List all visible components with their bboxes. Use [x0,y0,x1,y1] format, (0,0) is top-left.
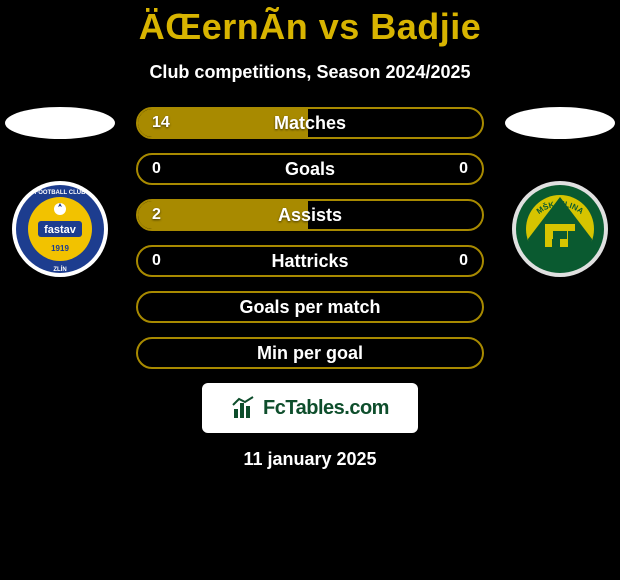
stat-label: Hattricks [138,247,482,275]
brand-text: FcTables.com [263,397,389,420]
stat-row-goals: 0 Goals 0 [136,153,484,185]
stat-row-min-per-goal: Min per goal [136,337,484,369]
stat-label: Assists [138,201,482,229]
stat-label: Goals [138,155,482,183]
svg-text:FOOTBALL CLUB: FOOTBALL CLUB [35,190,87,196]
left-club-badge: fastav 1919 FOOTBALL CLUB ZLÍN [10,179,110,279]
stat-row-matches: 14 Matches [136,107,484,139]
left-club-column: fastav 1919 FOOTBALL CLUB ZLÍN [0,107,120,279]
right-club-badge: MŠK ŽILINA [510,179,610,279]
stat-bars: 14 Matches 0 Goals 0 2 Assists 0 Hattric… [136,107,484,369]
comparison-content: fastav 1919 FOOTBALL CLUB ZLÍN MŠK ŽILIN… [0,107,620,470]
stat-row-hattricks: 0 Hattricks 0 [136,245,484,277]
stat-label: Goals per match [138,293,482,321]
right-ellipse-decoration [505,107,615,139]
brand-chart-icon [231,395,257,421]
date-text: 11 january 2025 [0,449,620,470]
svg-text:ZLÍN: ZLÍN [53,265,66,273]
stat-label: Matches [138,109,482,137]
stat-row-assists: 2 Assists [136,199,484,231]
right-club-column: MŠK ŽILINA [500,107,620,279]
svg-text:1919: 1919 [51,244,69,253]
svg-text:fastav: fastav [44,224,77,236]
brand-box: FcTables.com [202,383,418,433]
stat-row-goals-per-match: Goals per match [136,291,484,323]
subtitle: Club competitions, Season 2024/2025 [0,62,620,83]
left-ellipse-decoration [5,107,115,139]
stat-value-right: 0 [459,155,468,183]
stat-label: Min per goal [138,339,482,367]
page-title: ÄŒernÃ­n vs Badjie [0,0,620,48]
stat-value-right: 0 [459,247,468,275]
